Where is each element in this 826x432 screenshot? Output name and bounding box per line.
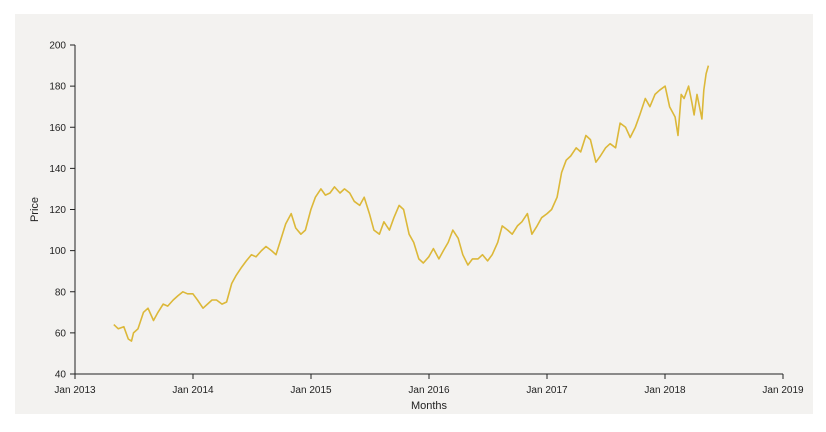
y-tick-label: 100 [49,246,66,257]
y-tick-label: 160 [49,123,66,134]
y-tick-label: 40 [55,370,67,381]
x-tick-label: Jan 2019 [762,385,804,396]
x-axis-title: Months [411,400,448,412]
x-tick-label: Jan 2015 [290,385,332,396]
x-tick-label: Jan 2014 [172,385,214,396]
x-tick-label: Jan 2013 [54,385,96,396]
y-tick-label: 140 [49,164,66,175]
y-axis-title: Price [29,197,41,222]
chart-panel [15,14,813,414]
y-tick-label: 120 [49,205,66,216]
y-axis-ticks: 40 60 80 100 120 140 160 180 200 [49,41,75,381]
y-tick-label: 60 [55,328,67,339]
y-tick-label: 200 [49,41,66,52]
price-line [113,65,710,342]
y-tick-label: 180 [49,82,66,93]
x-tick-label: Jan 2017 [526,385,568,396]
x-tick-label: Jan 2018 [644,385,686,396]
x-axis-ticks: Jan 2013 Jan 2014 Jan 2015 Jan 2016 Jan 2017… [54,374,804,396]
x-tick-label: Jan 2016 [408,385,450,396]
y-tick-label: 80 [55,287,67,298]
